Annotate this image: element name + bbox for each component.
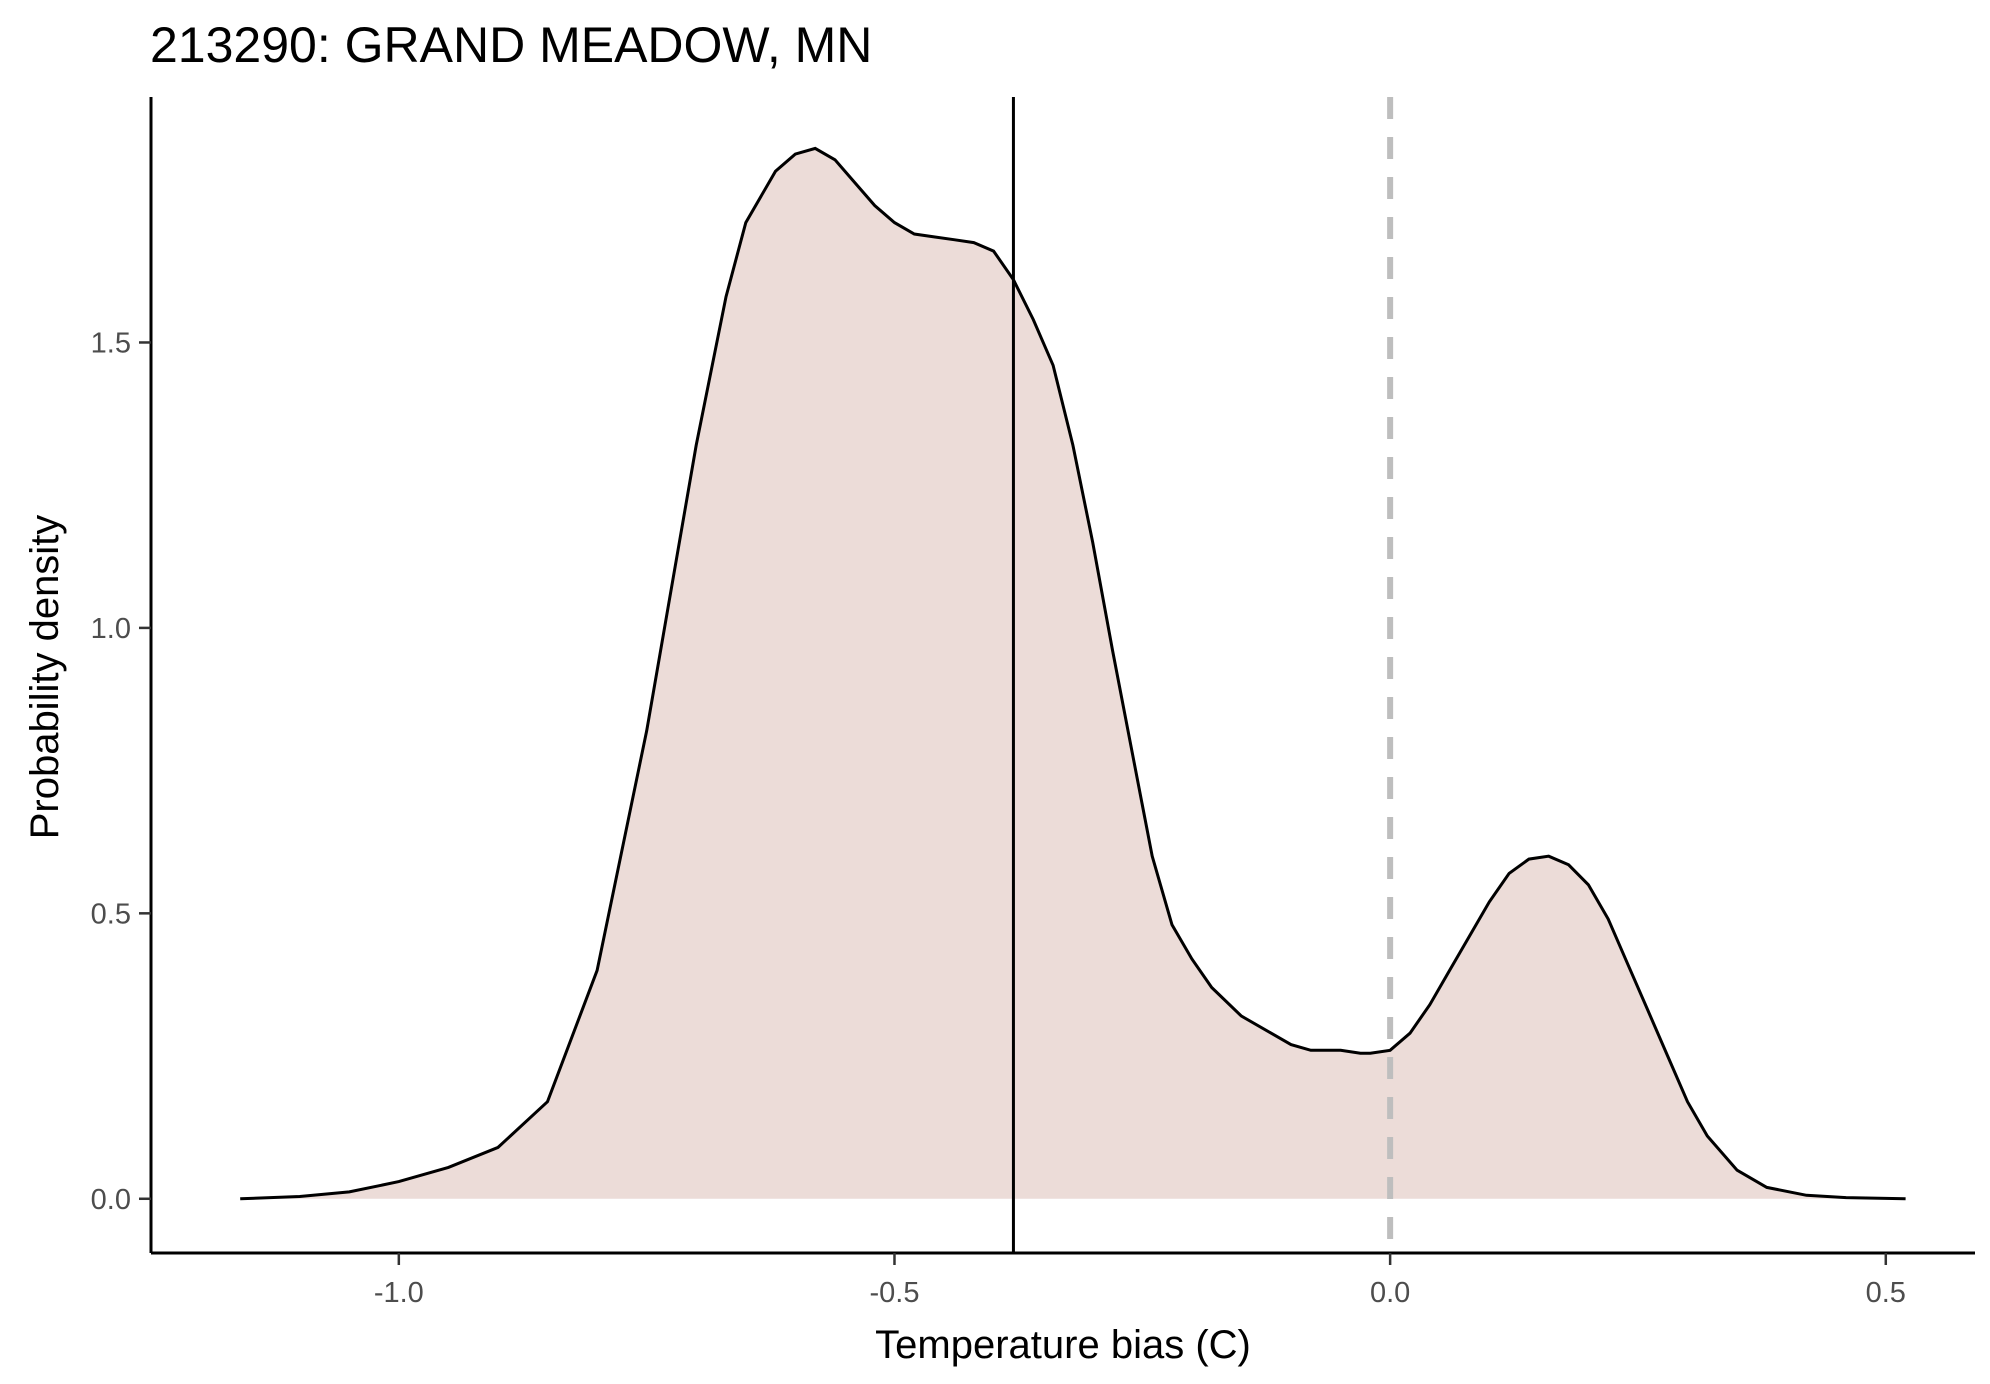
x-tick-label: -1.0 bbox=[374, 1277, 424, 1309]
y-axis-title: Probability density bbox=[23, 515, 67, 840]
y-tick-label: 0.0 bbox=[91, 1184, 131, 1216]
density-curve-line bbox=[240, 146, 1906, 1201]
x-tick-label: -0.5 bbox=[869, 1277, 919, 1309]
y-axis-ticks: 0.0 0.5 1.0 1.5 bbox=[91, 327, 151, 1216]
y-tick-label: 1.0 bbox=[91, 613, 131, 645]
y-tick-label: 0.5 bbox=[91, 898, 131, 930]
y-tick-label: 1.5 bbox=[91, 327, 131, 359]
plot-area bbox=[240, 97, 1906, 1253]
x-axis-title: Temperature bias (C) bbox=[875, 1323, 1251, 1367]
x-tick-label: 0.5 bbox=[1866, 1277, 1906, 1309]
chart-title: 213290: GRAND MEADOW, MN bbox=[150, 17, 872, 73]
density-area-fill bbox=[240, 148, 1906, 1199]
x-axis-ticks: -1.0 -0.5 0.0 0.5 bbox=[374, 1253, 1906, 1309]
x-tick-label: 0.0 bbox=[1370, 1277, 1410, 1309]
